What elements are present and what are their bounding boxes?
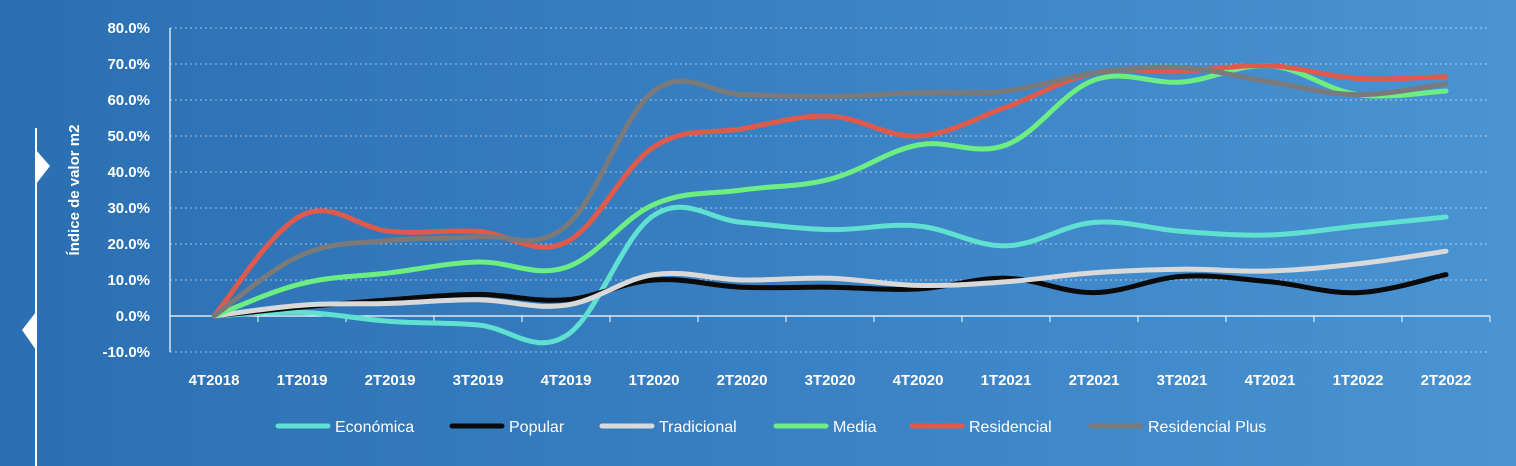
- x-tick-label: 3T2019: [453, 372, 504, 389]
- x-tick-label: 4T2021: [1245, 372, 1296, 389]
- legend-label-residencial-plus: Residencial Plus: [1148, 419, 1266, 436]
- x-tick-labels: 4T2018 1T2019 2T2019 3T2019 4T2019 1T2020 2T20…: [189, 372, 1472, 389]
- series-line-residencial: [211, 63, 1449, 319]
- right-arrow-icon: [36, 150, 50, 184]
- y-tick-label: 20.0%: [107, 236, 150, 253]
- series-lines: [211, 63, 1449, 346]
- x-tick-label: 1T2019: [277, 372, 328, 389]
- x-tick-label: 3T2021: [1157, 372, 1208, 389]
- legend: Económica Popular Tradicional Media Residenc…: [275, 419, 1266, 436]
- y-tick-label: 30.0%: [107, 200, 150, 217]
- x-tick-label: 4T2018: [189, 372, 240, 389]
- y-tick-labels: 80.0% 70.0% 60.0% 50.0% 40.0% 30.0% 20.0% 10.0%…: [102, 20, 150, 361]
- y-tick-label: 40.0%: [107, 164, 150, 181]
- legend-label-popular: Popular: [509, 419, 565, 436]
- legend-label-media: Media: [833, 419, 877, 436]
- series-line-tradicional: [211, 248, 1449, 319]
- x-tick-label: 2T2021: [1069, 372, 1120, 389]
- y-tick-label: 10.0%: [107, 272, 150, 289]
- x-tick-label: 1T2021: [981, 372, 1032, 389]
- x-tick-label: 1T2020: [629, 372, 680, 389]
- x-tick-label: 2T2022: [1421, 372, 1472, 389]
- x-tick-label: 1T2022: [1333, 372, 1384, 389]
- legend-label-economica: Económica: [335, 419, 414, 436]
- y-tick-label: 50.0%: [107, 128, 150, 145]
- legend-label-residencial: Residencial: [969, 419, 1052, 436]
- series-line-economica: [211, 204, 1449, 346]
- x-tick-label: 3T2020: [805, 372, 856, 389]
- series-line-residencial-plus: [211, 64, 1449, 319]
- legend-label-tradicional: Tradicional: [659, 419, 737, 436]
- y-tick-label: 60.0%: [107, 92, 150, 109]
- x-tick-label: 4T2019: [541, 372, 592, 389]
- y-tick-label: -10.0%: [102, 344, 150, 361]
- y-axis-label: Índice de valor m2: [66, 125, 83, 256]
- x-tick-label: 4T2020: [893, 372, 944, 389]
- x-tick-label: 2T2019: [365, 372, 416, 389]
- x-tick-label: 2T2020: [717, 372, 768, 389]
- y-tick-label: 80.0%: [107, 20, 150, 37]
- series-line-popular: [211, 272, 1449, 319]
- y-tick-label: 70.0%: [107, 56, 150, 73]
- left-arrow-icon: [22, 312, 36, 350]
- axes: [169, 28, 1491, 352]
- y-tick-label: 0.0%: [116, 308, 150, 325]
